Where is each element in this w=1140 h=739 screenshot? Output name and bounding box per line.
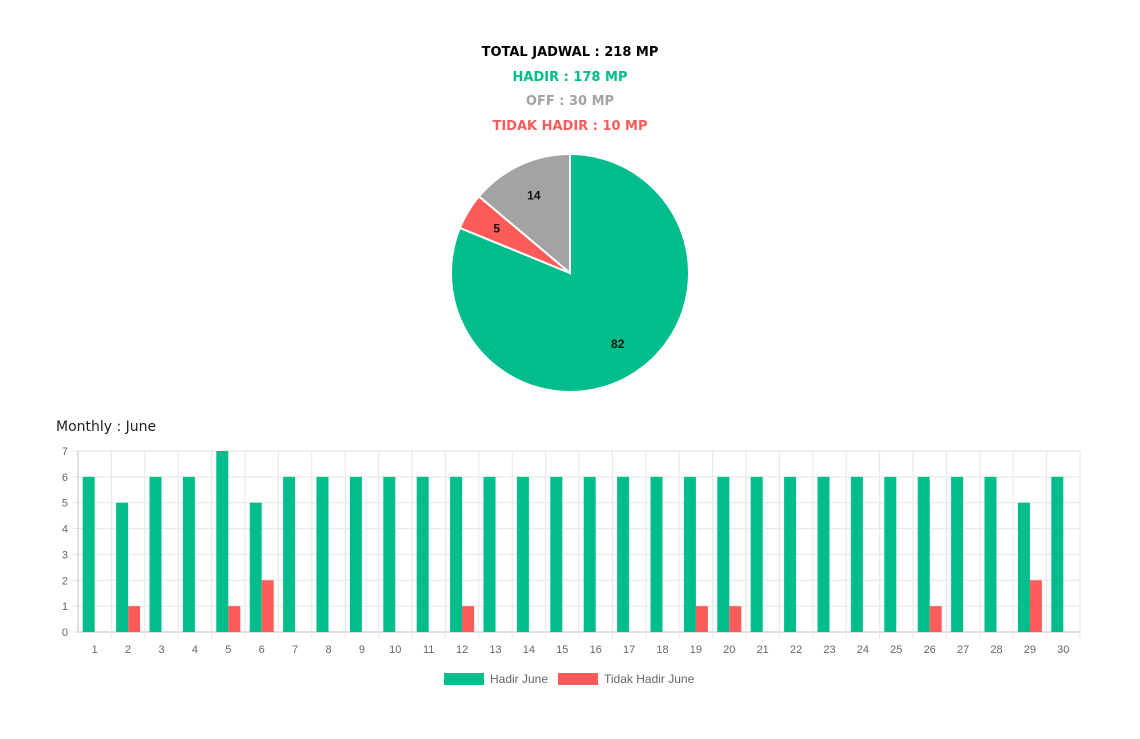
pie-label-hadir: 82 xyxy=(611,337,625,351)
x-tick-label: 5 xyxy=(225,644,231,656)
bar-hadir[interactable] xyxy=(617,476,630,632)
bar-hadir[interactable] xyxy=(283,476,296,632)
bar-hadir[interactable] xyxy=(1017,502,1030,632)
x-tick-label: 4 xyxy=(192,644,198,656)
bar-tidak-hadir[interactable] xyxy=(695,606,708,632)
x-tick-label: 14 xyxy=(523,644,535,656)
bar-hadir[interactable] xyxy=(683,476,696,632)
x-tick-label: 7 xyxy=(292,644,298,656)
x-tick-label: 29 xyxy=(1024,644,1036,656)
bar-hadir[interactable] xyxy=(116,502,129,632)
legend-label-hadir: Hadir June xyxy=(490,672,549,686)
bar-hadir[interactable] xyxy=(750,476,763,632)
attendance-pie-chart: 82 5 14 xyxy=(450,152,690,393)
x-tick-label: 22 xyxy=(790,644,802,656)
bar-hadir[interactable] xyxy=(182,476,195,632)
x-tick-label: 18 xyxy=(656,644,668,656)
x-tick-label: 28 xyxy=(990,644,1002,656)
x-tick-label: 15 xyxy=(556,644,568,656)
y-tick-label: 7 xyxy=(62,446,68,458)
pie-slice-hadir[interactable] xyxy=(450,152,690,393)
total-jadwal-label: TOTAL JADWAL : 218 MP xyxy=(481,45,659,60)
x-tick-label: 11 xyxy=(423,644,434,656)
bar-tidak-hadir[interactable] xyxy=(929,606,942,632)
pie-label-tidak-hadir: 5 xyxy=(493,222,500,236)
bar-hadir[interactable] xyxy=(917,476,930,632)
legend-swatch-hadir xyxy=(444,673,484,685)
bar-hadir[interactable] xyxy=(583,476,596,632)
hadir-label: HADIR : 178 MP xyxy=(512,70,628,85)
bar-hadir[interactable] xyxy=(1051,476,1064,632)
legend-swatch-tidak-hadir xyxy=(558,673,598,685)
monthly-title: Monthly : June xyxy=(56,419,157,435)
x-tick-label: 8 xyxy=(325,644,331,656)
y-tick-label: 0 xyxy=(62,627,68,639)
bar-hadir[interactable] xyxy=(784,476,797,632)
bar-hadir[interactable] xyxy=(82,476,95,632)
pie-label-off: 14 xyxy=(527,188,541,202)
bar-hadir[interactable] xyxy=(383,476,396,632)
x-tick-label: 26 xyxy=(924,644,936,656)
legend-item-hadir[interactable]: Hadir June xyxy=(444,670,548,688)
bar-hadir[interactable] xyxy=(216,451,229,632)
x-tick-label: 24 xyxy=(857,644,869,656)
bar-hadir[interactable] xyxy=(249,502,262,632)
bar-hadir[interactable] xyxy=(884,476,897,632)
bar-hadir[interactable] xyxy=(349,476,362,632)
bar-tidak-hadir[interactable] xyxy=(1029,580,1042,632)
bar-hadir[interactable] xyxy=(316,476,329,632)
x-tick-label: 23 xyxy=(823,644,835,656)
legend-item-tidak-hadir[interactable]: Tidak Hadir June xyxy=(558,670,694,688)
bar-tidak-hadir[interactable] xyxy=(128,606,141,632)
bar-hadir[interactable] xyxy=(850,476,863,632)
bar-hadir[interactable] xyxy=(516,476,529,632)
x-tick-label: 30 xyxy=(1057,644,1069,656)
y-tick-label: 3 xyxy=(62,549,68,561)
x-tick-label: 10 xyxy=(389,644,401,656)
x-tick-label: 3 xyxy=(158,644,164,656)
x-tick-label: 13 xyxy=(489,644,501,656)
bar-tidak-hadir[interactable] xyxy=(729,606,742,632)
pie-slice-off[interactable] xyxy=(477,152,571,276)
y-tick-label: 6 xyxy=(62,472,68,484)
x-tick-label: 27 xyxy=(957,644,969,656)
x-tick-label: 20 xyxy=(723,644,735,656)
x-tick-label: 16 xyxy=(590,644,602,656)
bar-hadir[interactable] xyxy=(550,476,563,632)
bar-hadir[interactable] xyxy=(984,476,997,632)
bar-hadir[interactable] xyxy=(483,476,496,632)
off-label: OFF : 30 MP xyxy=(525,94,615,109)
bar-hadir[interactable] xyxy=(416,476,429,632)
y-tick-label: 5 xyxy=(62,498,68,510)
bar-hadir[interactable] xyxy=(149,476,162,632)
x-tick-label: 25 xyxy=(890,644,902,656)
bar-tidak-hadir[interactable] xyxy=(462,606,475,632)
x-tick-label: 19 xyxy=(690,644,702,656)
x-tick-label: 6 xyxy=(259,644,265,656)
y-tick-label: 4 xyxy=(62,524,68,536)
bar-hadir[interactable] xyxy=(650,476,663,632)
y-tick-label: 2 xyxy=(62,575,68,587)
bar-tidak-hadir[interactable] xyxy=(228,606,241,632)
legend-label-tidak-hadir: Tidak Hadir June xyxy=(604,672,695,686)
bar-tidak-hadir[interactable] xyxy=(261,580,274,632)
bar-hadir[interactable] xyxy=(817,476,830,632)
x-tick-label: 12 xyxy=(456,644,468,656)
bar-hadir[interactable] xyxy=(717,476,730,632)
bar-hadir[interactable] xyxy=(951,476,964,632)
x-tick-label: 21 xyxy=(757,644,769,656)
x-tick-label: 2 xyxy=(125,644,131,656)
y-tick-label: 1 xyxy=(62,601,68,613)
x-tick-label: 9 xyxy=(359,644,365,656)
bar-legend: Hadir June Tidak Hadir June xyxy=(0,670,1140,688)
x-tick-label: 17 xyxy=(623,644,635,656)
x-tick-label: 1 xyxy=(92,644,98,656)
bar-hadir[interactable] xyxy=(450,476,463,632)
tidak-hadir-label: TIDAK HADIR : 10 MP xyxy=(492,119,648,134)
